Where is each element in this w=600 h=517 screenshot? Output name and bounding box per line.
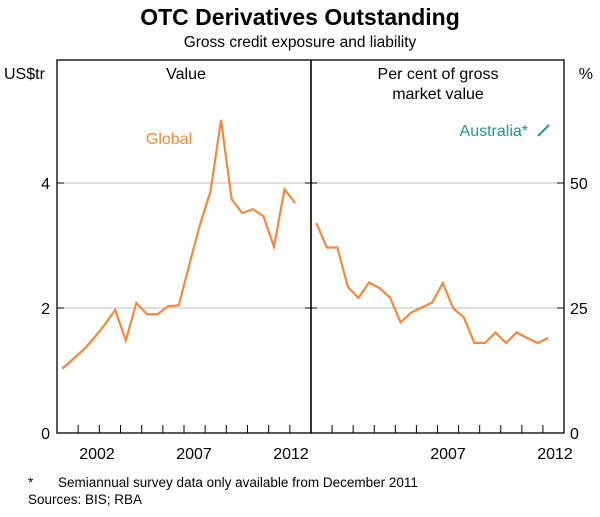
y-tick-label-left: 0 [41, 426, 50, 443]
y-tick-label-right: 25 [570, 301, 588, 318]
x-tick-label: 2012 [537, 446, 573, 463]
footnote-star: * [28, 475, 34, 490]
series-line-global [61, 119, 296, 370]
x-tick-label: 2002 [79, 446, 115, 463]
legend-swatch-australia [537, 124, 550, 137]
sources: Sources: BIS; RBA [28, 492, 143, 507]
y-axis-label-right: % [579, 66, 593, 83]
legend-label-australia: Australia* [460, 123, 528, 140]
x-tick-label: 2007 [430, 446, 466, 463]
footnote-text: Semiannual survey data only available fr… [58, 475, 418, 490]
y-tick-label-right: 0 [570, 426, 579, 443]
chart-title: OTC Derivatives Outstanding [140, 4, 460, 30]
y-tick-label-right: 50 [570, 176, 588, 193]
x-tick-label: 2012 [273, 446, 309, 463]
chart-subtitle: Gross credit exposure and liability [183, 34, 417, 51]
y-tick-label-left: 4 [41, 176, 50, 193]
series-label-global: Global [146, 131, 192, 148]
panel-title-right-line2: market value [392, 86, 484, 103]
series-line-global [315, 222, 549, 345]
x-tick-label: 2007 [176, 446, 212, 463]
panel-title-right-line1: Per cent of gross [378, 66, 499, 83]
panel-title-left: Value [166, 66, 206, 83]
y-tick-label-left: 2 [41, 301, 50, 318]
y-axis-label-left: US$tr [4, 66, 46, 83]
